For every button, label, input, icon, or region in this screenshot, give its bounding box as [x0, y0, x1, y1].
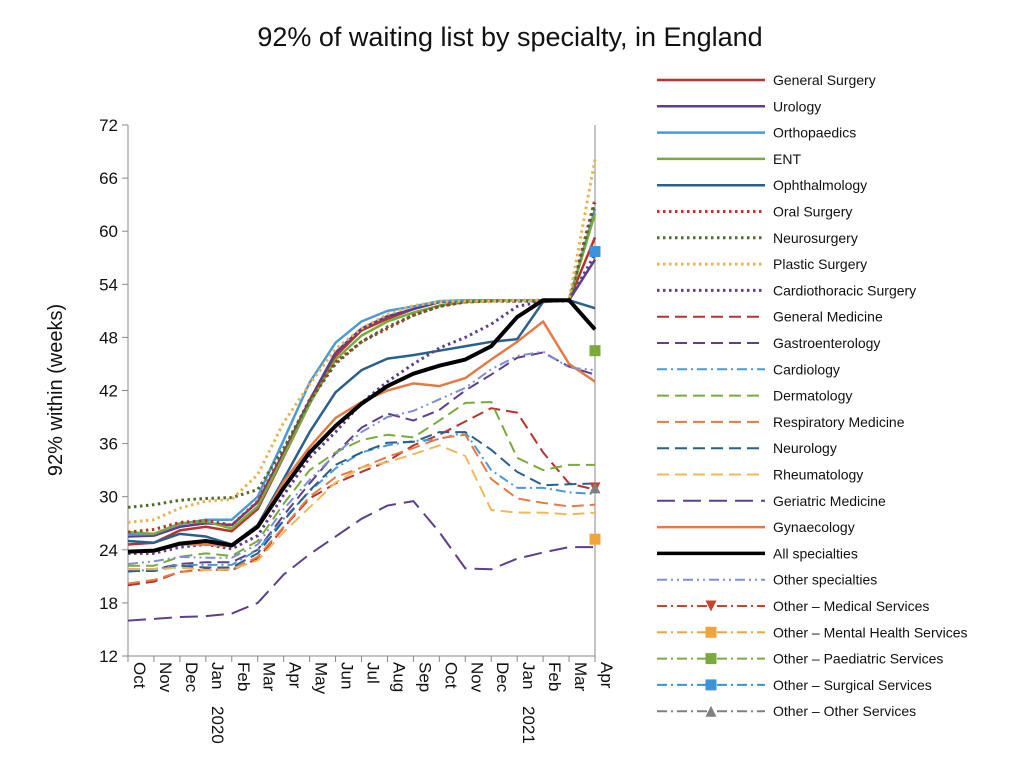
axes: 12 18 24 30 36 42 48 54 60 66 72 Oct Nov Dec Jan Feb Mar… [99, 116, 616, 744]
x-tick-label: Apr [597, 662, 616, 689]
series-marker [589, 246, 601, 258]
legend-marker [705, 705, 717, 717]
x-tick-label: Feb [545, 662, 564, 691]
x-tick-label: Nov [156, 662, 175, 693]
x-tick-label: Apr [286, 662, 305, 689]
y-tick-label: 18 [99, 594, 118, 613]
x-tick-label: Dec [182, 662, 201, 693]
x-tick-label: Sep [415, 662, 434, 692]
series-line [127, 500, 595, 622]
y-tick-label: 60 [99, 222, 118, 241]
series-line [128, 401, 595, 567]
legend-label: Orthopaedics [773, 125, 856, 141]
x-tick-label: Oct [441, 662, 460, 689]
y-tick-label: 36 [99, 435, 118, 454]
series-line [127, 433, 596, 585]
legend-label: Other – Mental Health Services [773, 624, 968, 640]
legend-label: Other specialties [773, 572, 877, 588]
y-tick-label: 30 [99, 488, 118, 507]
legend-label: Gastroenterology [773, 335, 880, 351]
x-tick-label: Nov [467, 662, 486, 693]
y-tick-label: 66 [99, 169, 118, 188]
x-tick-label: Jul [364, 662, 383, 684]
legend-label: Geriatric Medicine [773, 493, 886, 509]
x-tick-label: Jan [519, 662, 538, 689]
series-line [127, 198, 597, 534]
series-line [127, 350, 596, 565]
chart-title: 92% of waiting list by specialty, in Eng… [257, 22, 762, 52]
x-tick-label: Jan [208, 662, 227, 689]
y-axis-label: 92% within (weeks) [45, 304, 67, 476]
x-tick-label: Jun [338, 662, 357, 689]
legend-label: General Surgery [773, 72, 876, 88]
x-tick-label: Feb [234, 662, 253, 691]
legend-label: Urology [773, 98, 821, 114]
series-marker [589, 482, 601, 494]
y-tick-label: 12 [99, 647, 118, 666]
series-line [127, 202, 597, 509]
x-year-label: 2021 [519, 706, 538, 744]
series-layer [127, 159, 601, 622]
legend-label: Rheumatology [773, 467, 863, 483]
x-year-label: 2020 [208, 706, 227, 744]
series-line [127, 208, 597, 537]
series-line [127, 298, 596, 546]
legend-label: Other – Other Services [773, 703, 916, 719]
legend-label: General Medicine [773, 309, 883, 325]
series-line [128, 351, 596, 571]
legend-label: Other – Medical Services [773, 598, 929, 614]
legend-marker [705, 626, 717, 638]
series-line [127, 407, 596, 587]
x-tick-label: Oct [130, 662, 149, 689]
legend-label: Neurosurgery [773, 230, 858, 246]
legend-label: Ophthalmology [773, 177, 867, 193]
y-tick-label: 24 [99, 541, 118, 560]
x-tick-label: Aug [389, 662, 408, 692]
legend-marker [705, 653, 717, 665]
y-tick-label: 42 [99, 382, 118, 401]
x-tick-label: Dec [493, 662, 512, 693]
legend-marker [705, 600, 717, 612]
legend-label: Other – Paediatric Services [773, 651, 943, 667]
legend-label: Dermatology [773, 388, 852, 404]
legend-label: Oral Surgery [773, 204, 852, 220]
legend-label: All specialties [773, 545, 858, 561]
legend-label: Other – Surgical Services [773, 677, 932, 693]
y-tick-label: 48 [99, 328, 118, 347]
series-marker [589, 533, 601, 545]
x-tick-label: May [312, 662, 331, 695]
x-tick-label: Mar [260, 662, 279, 692]
legend-marker [705, 679, 717, 691]
series-line [127, 159, 597, 524]
y-tick-label: 54 [99, 275, 118, 294]
legend-label: Cardiology [773, 361, 840, 377]
y-tick-label: 72 [99, 116, 118, 135]
series-line [127, 213, 597, 536]
series-line [128, 444, 596, 572]
legend-label: Respiratory Medicine [773, 414, 905, 430]
series-line [127, 298, 597, 554]
legend-label: Gynaecology [773, 519, 855, 535]
legend-label: Cardiothoracic Surgery [773, 282, 916, 298]
series-line [128, 431, 596, 573]
x-tick-label: Mar [571, 662, 590, 692]
legend-label: ENT [773, 151, 801, 167]
legend-label: Plastic Surgery [773, 256, 867, 272]
legend-label: Neurology [773, 440, 837, 456]
series-line [127, 431, 596, 573]
legend: General Surgery Urology Orthopaedics ENT Oph… [657, 72, 968, 719]
series-marker [589, 345, 601, 357]
series-line [127, 236, 597, 546]
